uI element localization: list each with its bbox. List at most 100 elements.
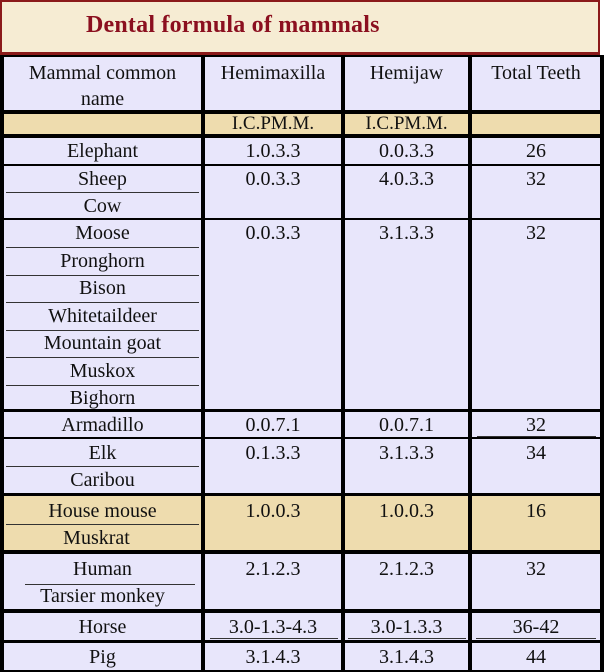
hemijaw-value: 4.0.3.3 [379,168,434,190]
row-elk-caribou-hemijaw: 3.1.3.3 [345,439,468,493]
row-moose-group-hemimaxilla: 0.0.3.3 [205,220,341,409]
hemimaxilla-value: 1.0.3.3 [245,140,301,162]
row-pig-hemijaw: 3.1.4.3 [345,643,468,670]
row-moose-group-name: Moose Pronghorn Bison Whitetaildeer Moun… [4,220,201,409]
mammal-name: Cow [83,195,122,217]
hemijaw-value: 0.0.7.1 [379,414,434,436]
mammal-name: House mouse [48,500,157,522]
subheader-mammal-name [4,114,201,134]
total-value: 32 [526,222,546,244]
row-elk-caribou-total: 34 [472,439,600,493]
page-title: Dental formula of mammals [86,12,380,38]
row-elephant-hemimaxilla: 1.0.3.3 [205,138,341,164]
mammal-name: Muskox [69,359,136,382]
total-value: 26 [526,140,546,162]
row-pig-hemimaxilla: 3.1.4.3 [205,643,341,670]
mammal-name: Elk [88,442,117,464]
hemimaxilla-value: 1.0.0.3 [245,500,301,522]
divider [476,638,596,639]
subheader-hemijaw-text: I.C.PM.M. [365,113,448,134]
divider [6,330,199,331]
hemijaw-value: 3.1.3.3 [379,442,434,464]
divider [25,584,195,585]
row-sheep-cow-total: 32 [472,166,600,218]
mammal-name: Armadillo [61,414,144,436]
mammal-name: Caribou [70,469,135,491]
hemimaxilla-value: 0.0.3.3 [245,168,301,190]
dental-formula-table: Mammal common name Hemimaxilla Hemijaw T… [0,55,604,672]
mammal-name: Moose [75,222,130,244]
hemimaxilla-value: 0.1.3.3 [245,442,301,464]
hemimaxilla-value: 3.1.4.3 [245,646,301,668]
row-armadillo-total: 32 [472,412,600,437]
total-value: 32 [526,558,546,580]
mammal-name: Elephant [66,140,139,162]
row-human-tarsier-hemijaw: 2.1.2.3 [345,554,468,609]
divider [6,385,199,386]
total-value: 44 [526,646,546,668]
row-elephant-name: Elephant [4,138,201,164]
row-horse-total: 36-42 [472,613,600,640]
hemimaxilla-value: 2.1.2.3 [245,558,301,580]
row-elk-caribou-hemimaxilla: 0.1.3.3 [205,439,341,493]
row-mouse-muskrat-hemijaw: 1.0.0.3 [345,496,468,550]
divider [348,638,466,639]
mammal-name: Mountain goat [43,332,162,354]
row-pig-name: Pig [4,643,201,670]
hemijaw-value: 3.1.3.3 [379,222,434,244]
divider [6,275,199,276]
row-horse-hemimaxilla: 3.0-1.3-4.3 [205,613,341,640]
hemijaw-value: 0.0.3.3 [379,140,434,162]
total-value: 36-42 [512,616,560,638]
mammal-name: Human [73,558,132,580]
mammal-name: Whitetaildeer [48,304,157,327]
header-hemimaxilla-text: Hemimaxilla [220,62,326,84]
total-value: 34 [526,442,546,464]
total-value: 16 [526,500,546,522]
mammal-name: Muskrat [63,527,130,549]
row-sheep-cow-hemijaw: 4.0.3.3 [345,166,468,218]
mammal-name: Bison [79,277,126,299]
subheader-total [472,114,600,134]
title-bar: Dental formula of mammals [0,0,600,55]
hemijaw-value: 3.1.4.3 [379,646,434,668]
row-elephant-total: 26 [472,138,600,164]
row-mouse-muskrat-name: House mouse Muskrat [4,496,201,550]
row-human-tarsier-total: 32 [472,554,600,609]
row-moose-group-hemijaw: 3.1.3.3 [345,220,468,409]
row-armadillo-hemijaw: 0.0.7.1 [345,412,468,437]
divider [6,466,199,467]
total-value: 32 [526,414,546,436]
header-mammal-name: Mammal common name [4,57,201,110]
hemimaxilla-value: 3.0-1.3-4.3 [228,616,318,638]
mammal-name: Bighorn [69,387,136,409]
divider [6,357,199,358]
divider [6,192,199,193]
divider [6,302,199,303]
subheader-hemijaw: I.C.PM.M. [345,114,468,134]
hemijaw-value: 3.0-1.3.3 [370,616,443,638]
row-horse-hemijaw: 3.0-1.3.3 [345,613,468,640]
hemimaxilla-value: 0.0.3.3 [245,222,301,244]
header-hemijaw: Hemijaw [345,57,468,110]
row-elephant-hemijaw: 0.0.3.3 [345,138,468,164]
subheader-hemimaxilla: I.C.PM.M. [205,114,341,134]
subheader-hemimaxilla-text: I.C.PM.M. [231,113,315,134]
header-hemimaxilla: Hemimaxilla [205,57,341,110]
header-hemijaw-text: Hemijaw [369,62,444,84]
divider [210,638,338,639]
hemimaxilla-value: 0.0.7.1 [245,414,301,436]
row-human-tarsier-hemimaxilla: 2.1.2.3 [205,554,341,609]
header-total-teeth-text: Total Teeth [491,62,581,84]
divider [6,247,199,248]
row-human-tarsier-name: Human Tarsier monkey [4,554,201,609]
mammal-name: Pig [89,646,116,668]
divider [477,436,596,437]
row-mouse-muskrat-hemimaxilla: 1.0.0.3 [205,496,341,550]
hemijaw-value: 2.1.2.3 [379,558,434,580]
row-sheep-cow-hemimaxilla: 0.0.3.3 [205,166,341,218]
row-moose-group-total: 32 [472,220,600,409]
header-mammal-name-text: Mammal common name [28,62,177,110]
mammal-name: Tarsier monkey [40,585,165,607]
divider [6,524,199,525]
